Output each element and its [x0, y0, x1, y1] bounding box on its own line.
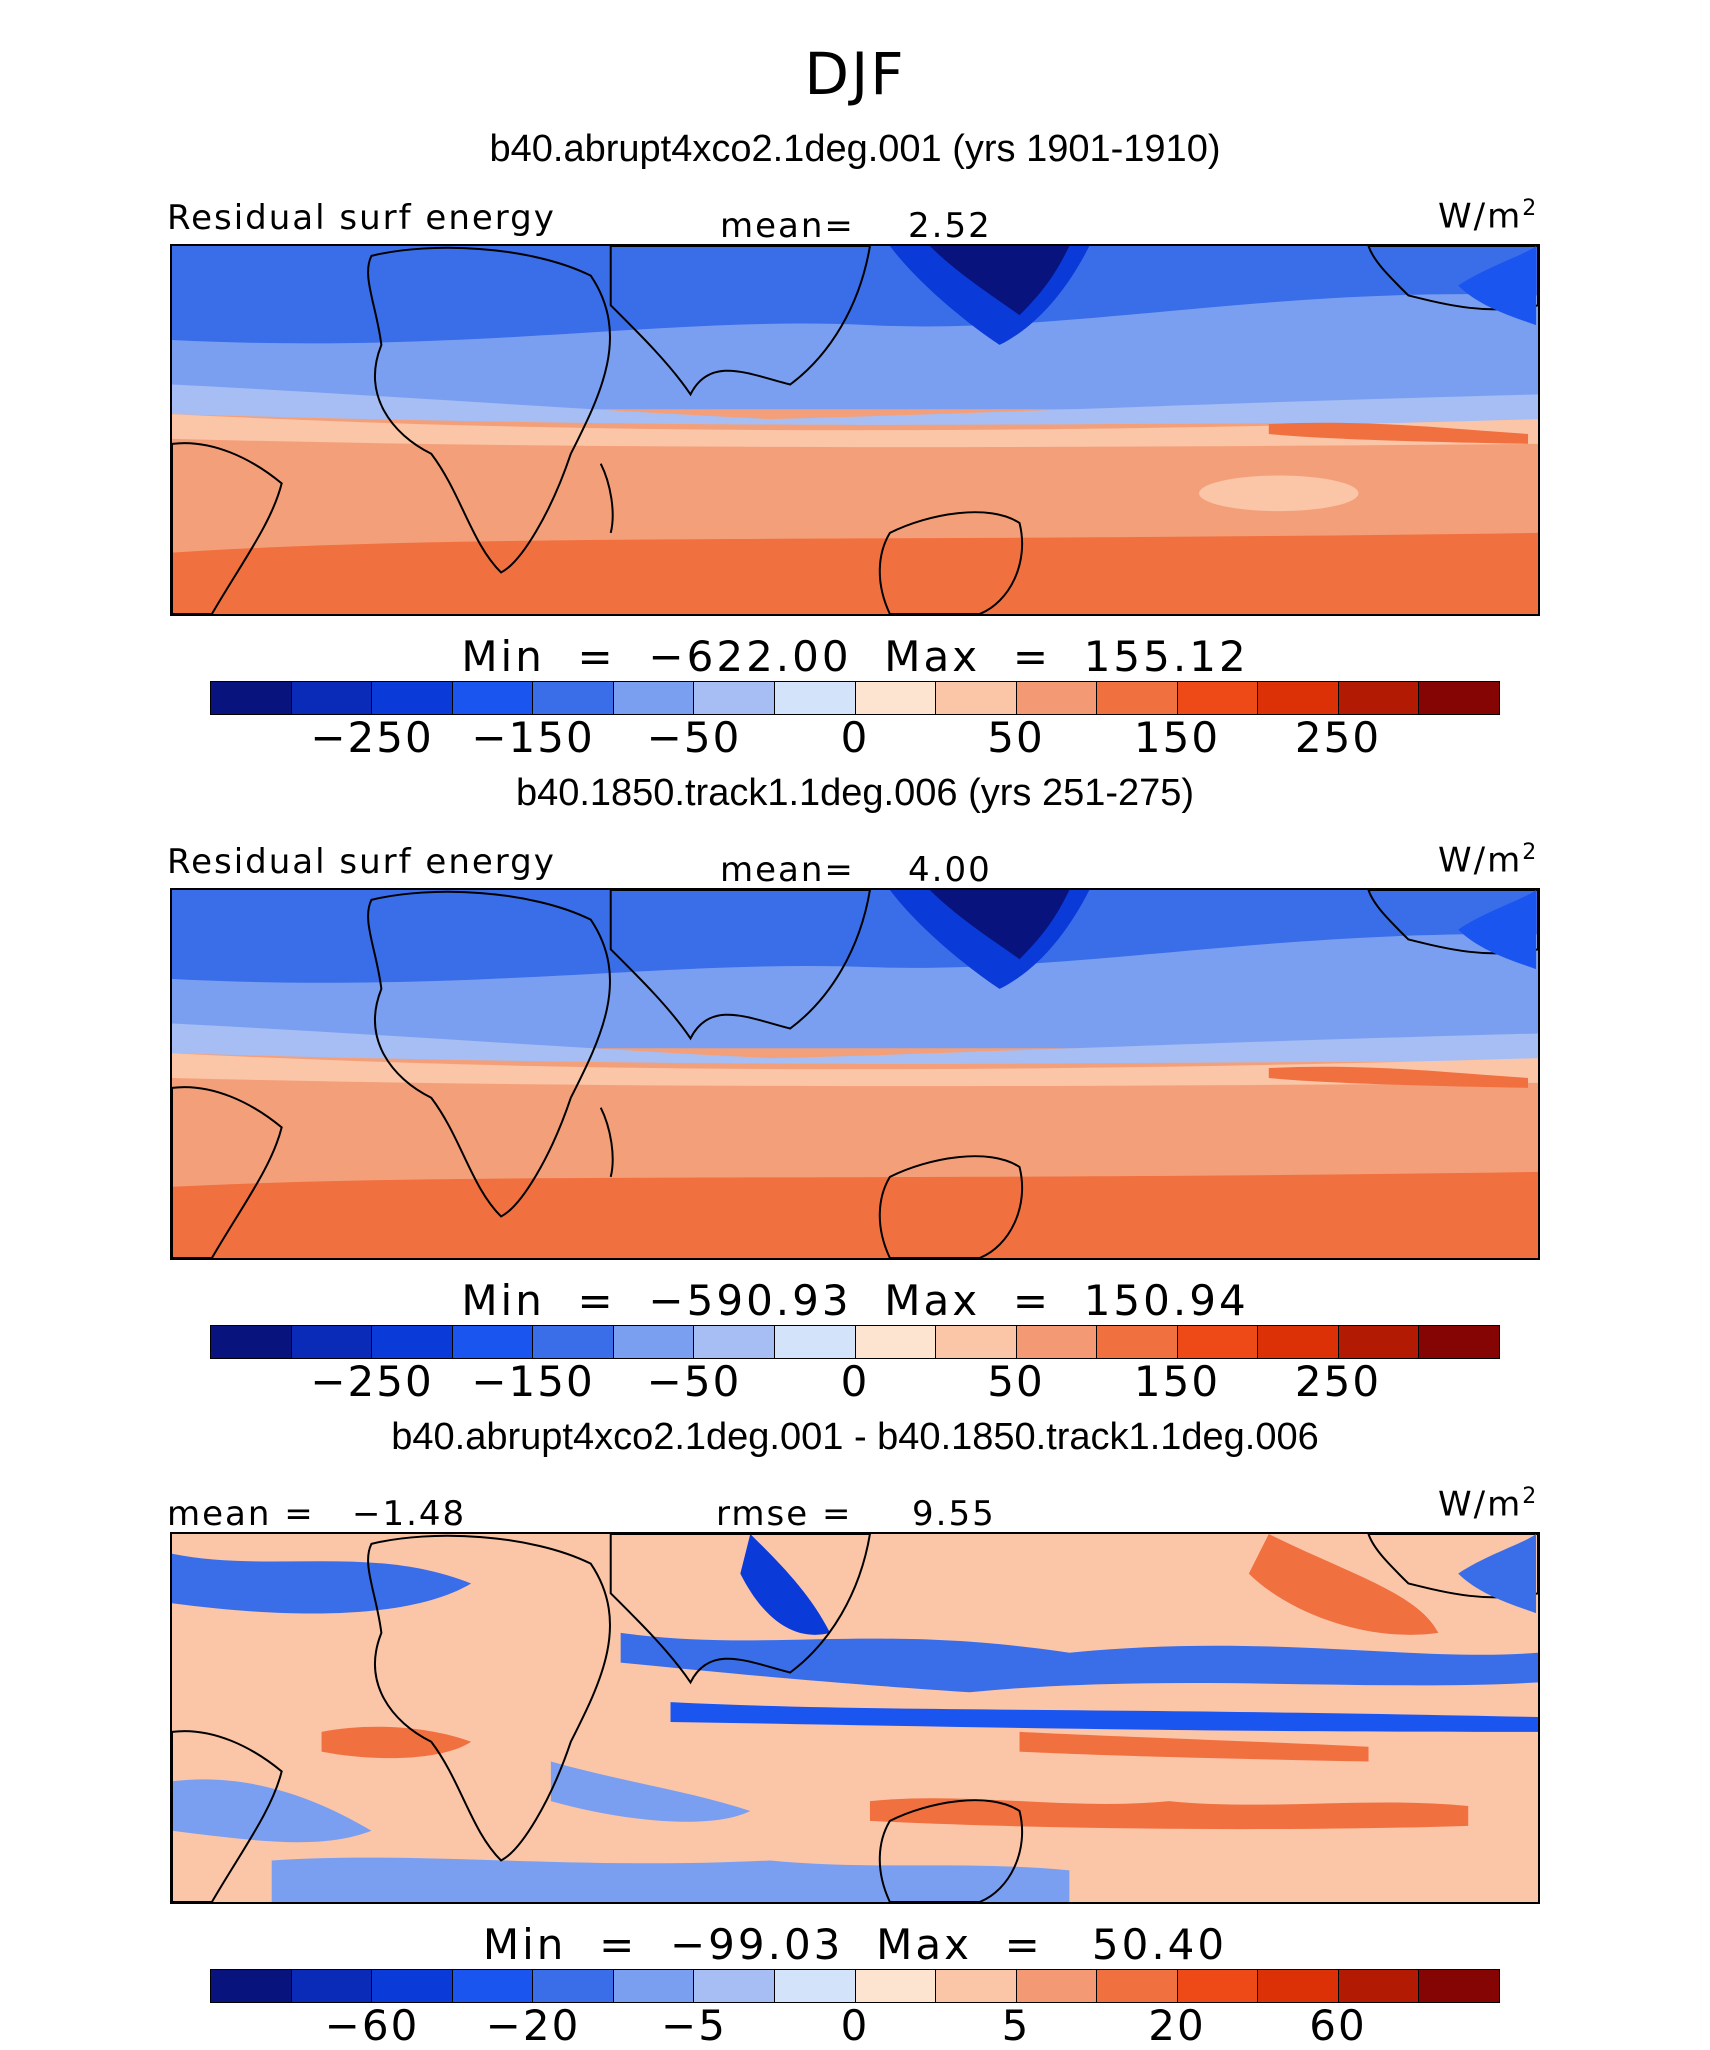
colorbar-swatch: [291, 1970, 373, 2002]
colorbar-swatch: [1419, 682, 1499, 714]
colorbar-swatch: [936, 1970, 1017, 2002]
colorbar-swatch: [452, 1970, 534, 2002]
colorbar-swatch: [613, 682, 695, 714]
colorbar-swatch: [372, 1970, 453, 2002]
panel-1-tick-5: 50: [987, 713, 1045, 762]
panel-3-tick-3: −5: [661, 2001, 727, 2050]
colorbar-swatch: [1419, 1326, 1499, 1358]
colorbar-swatch: [291, 682, 373, 714]
panel-2-minmax: Min = −590.93 Max = 150.94: [461, 1276, 1249, 1325]
colorbar-swatch: [613, 1970, 695, 2002]
colorbar-swatch: [613, 1326, 695, 1358]
colorbar-swatch: [694, 1326, 775, 1358]
panel-1-units: W/m2: [1438, 196, 1539, 237]
colorbar-swatch: [1016, 1326, 1098, 1358]
panel-2-title: b40.1850.track1.1deg.006 (yrs 251-275): [515, 772, 1195, 814]
panel-3-rmse-value: 9.55: [912, 1494, 996, 1534]
panel-2-tick-4: 0: [840, 1357, 870, 1406]
season-title: DJF: [804, 40, 906, 108]
panel-2-tick-5: 50: [987, 1357, 1045, 1406]
panel-3-mean-label: mean =: [167, 1494, 315, 1534]
colorbar-swatch: [452, 682, 534, 714]
colorbar-swatch: [1097, 1326, 1178, 1358]
panel-1-tick-3: −50: [646, 713, 742, 762]
colorbar-swatch: [774, 1326, 856, 1358]
colorbar-swatch: [533, 1326, 614, 1358]
colorbar-swatch: [291, 1326, 373, 1358]
panel-2-field-label: Residual surf energy: [167, 842, 556, 882]
panel-3-units: W/m2: [1438, 1484, 1539, 1525]
colorbar-swatch: [372, 1326, 453, 1358]
colorbar-swatch: [372, 682, 453, 714]
panel-3-tick-4: 0: [840, 2001, 870, 2050]
colorbar-swatch: [1177, 1326, 1259, 1358]
panel-2-tick-2: −150: [471, 1357, 595, 1406]
colorbar-swatch: [1097, 1970, 1178, 2002]
panel-1-tick-7: 250: [1294, 713, 1382, 762]
colorbar-swatch: [533, 1970, 614, 2002]
colorbar-swatch: [774, 1970, 856, 2002]
panel-3-tick-6: 20: [1148, 2001, 1206, 2050]
panel-1-minmax: Min = −622.00 Max = 155.12: [461, 632, 1249, 681]
panel-2-tick-7: 250: [1294, 1357, 1382, 1406]
colorbar-swatch: [855, 1970, 937, 2002]
panel-2-map: [170, 888, 1540, 1260]
panel-1-mean-label: mean=: [720, 206, 855, 246]
colorbar-swatch: [452, 1326, 534, 1358]
colorbar-swatch: [936, 682, 1017, 714]
panel-1-title: b40.abrupt4xco2.1deg.001 (yrs 1901-1910): [489, 128, 1221, 170]
colorbar-swatch: [211, 1970, 292, 2002]
colorbar-swatch: [1177, 1970, 1259, 2002]
panel-3-colorbar: [210, 1969, 1500, 2003]
colorbar-swatch: [1419, 1970, 1499, 2002]
panel-3-tick-5: 5: [1001, 2001, 1031, 2050]
colorbar-swatch: [1338, 682, 1420, 714]
panel-3-rmse-label: rmse =: [716, 1494, 853, 1534]
colorbar-swatch: [1097, 682, 1178, 714]
colorbar-swatch: [936, 1326, 1017, 1358]
panel-3-map: [170, 1532, 1540, 1904]
colorbar-swatch: [1258, 1326, 1339, 1358]
panel-1-mean-value: 2.52: [908, 206, 992, 246]
panel-2-mean-label: mean=: [720, 850, 855, 890]
panel-3-mean-value: −1.48: [352, 1494, 467, 1534]
panel-1-field-label: Residual surf energy: [167, 198, 556, 238]
colorbar-swatch: [1258, 682, 1339, 714]
colorbar-swatch: [1177, 682, 1259, 714]
panel-2-tick-3: −50: [646, 1357, 742, 1406]
colorbar-swatch: [1016, 682, 1098, 714]
panel-2-mean-value: 4.00: [908, 850, 992, 890]
panel-2-tick-6: 150: [1133, 1357, 1221, 1406]
panel-1-tick-4: 0: [840, 713, 870, 762]
panel-1-map: [170, 244, 1540, 616]
colorbar-swatch: [1338, 1326, 1420, 1358]
panel-3-tick-1: −60: [324, 2001, 420, 2050]
colorbar-swatch: [1338, 1970, 1420, 2002]
panel-3-title: b40.abrupt4xco2.1deg.001 - b40.1850.trac…: [391, 1416, 1319, 1458]
panel-1-tick-6: 150: [1133, 713, 1221, 762]
panel-1-tick-2: −150: [471, 713, 595, 762]
colorbar-swatch: [211, 1326, 292, 1358]
panel-2-units: W/m2: [1438, 840, 1539, 881]
panel-3-minmax: Min = −99.03 Max = 50.40: [482, 1920, 1228, 1969]
panel-1-colorbar: [210, 681, 1500, 715]
colorbar-swatch: [211, 682, 292, 714]
panel-1-tick-1: −250: [310, 713, 434, 762]
colorbar-swatch: [855, 682, 937, 714]
colorbar-swatch: [1258, 1970, 1339, 2002]
panel-2-tick-1: −250: [310, 1357, 434, 1406]
colorbar-swatch: [694, 682, 775, 714]
colorbar-swatch: [694, 1970, 775, 2002]
panel-3-tick-2: −20: [485, 2001, 581, 2050]
panel-3-tick-7: 60: [1309, 2001, 1367, 2050]
colorbar-swatch: [774, 682, 856, 714]
colorbar-swatch: [855, 1326, 937, 1358]
colorbar-swatch: [533, 682, 614, 714]
panel-2-colorbar: [210, 1325, 1500, 1359]
colorbar-swatch: [1016, 1970, 1098, 2002]
